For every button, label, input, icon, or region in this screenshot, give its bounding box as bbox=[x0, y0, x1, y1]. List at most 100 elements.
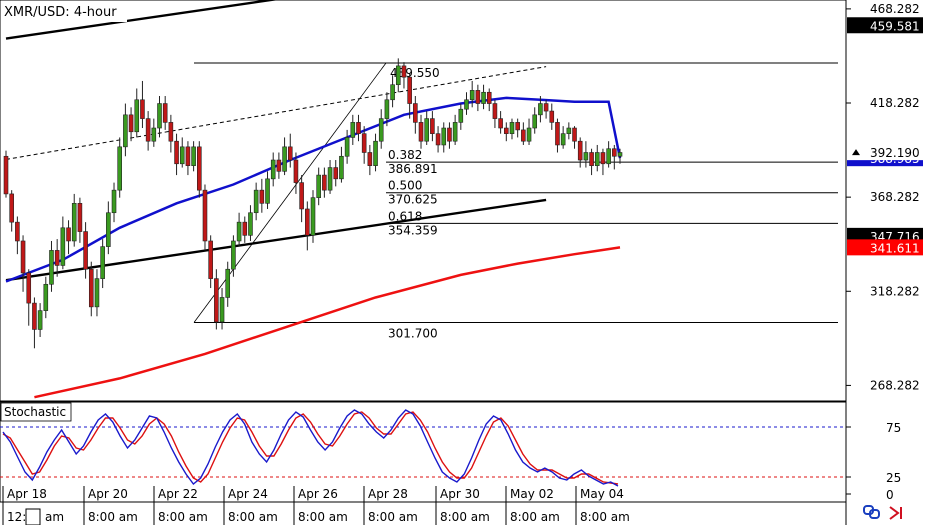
candle-body bbox=[37, 310, 43, 330]
fib-price-label: 386.891 bbox=[388, 162, 438, 176]
candle-body bbox=[418, 122, 424, 142]
candle-body bbox=[384, 99, 390, 119]
time-label: 8:00 am bbox=[510, 510, 560, 524]
candle-body bbox=[219, 297, 225, 323]
candle-body bbox=[54, 250, 60, 266]
fib-ratio-label: 0.382 bbox=[388, 148, 422, 162]
candle-body bbox=[77, 203, 83, 232]
candle-body bbox=[339, 155, 344, 180]
candle-body bbox=[447, 127, 452, 142]
scroll-right-icon[interactable] bbox=[889, 506, 902, 520]
time-label: 8:00 am bbox=[88, 510, 138, 524]
link-icon[interactable] bbox=[863, 505, 880, 519]
fib-price-label: 354.359 bbox=[388, 223, 438, 237]
price-axis: 268.282 318.282 368.282 418.282 468.282 459.5… bbox=[846, 2, 923, 392]
time-label: 8:00 am bbox=[368, 510, 418, 524]
price-tick-label: 268.282 bbox=[870, 378, 920, 392]
sma-red-line bbox=[34, 246, 621, 399]
candle-body bbox=[293, 159, 299, 183]
candle-body bbox=[560, 133, 566, 146]
stochastic-label: Stochastic bbox=[4, 405, 66, 419]
candle-body bbox=[395, 65, 401, 86]
candle-body bbox=[191, 146, 196, 166]
candle-body bbox=[594, 152, 600, 166]
candle-body bbox=[401, 65, 407, 78]
time-label-trailing: am bbox=[45, 510, 64, 524]
time-label: 8:00 am bbox=[158, 510, 208, 524]
candle-body bbox=[208, 240, 213, 279]
candle-body bbox=[305, 208, 310, 236]
candle-body bbox=[333, 167, 339, 180]
upper-channel-tag-bg bbox=[847, 17, 923, 34]
candle-body bbox=[20, 240, 26, 274]
candle-body bbox=[504, 127, 509, 134]
candle-body bbox=[538, 103, 543, 116]
candle-body bbox=[430, 118, 435, 134]
date-label: Apr 18 bbox=[7, 487, 47, 501]
upper-channel-tag: 459.581 bbox=[870, 19, 920, 33]
candle-body bbox=[49, 250, 54, 285]
candle-body bbox=[248, 212, 253, 236]
candle-body bbox=[435, 133, 441, 146]
time-label: 8:00 am bbox=[580, 510, 630, 524]
candle-body bbox=[458, 108, 464, 123]
candle-body bbox=[378, 118, 384, 142]
candle-body bbox=[253, 189, 259, 214]
candle-body bbox=[543, 103, 549, 112]
time-axis: Apr 18 12: Apr 20 8:00 am Apr 22 8:00 am Apr 2… bbox=[2, 486, 630, 526]
date-label: Apr 28 bbox=[368, 487, 408, 501]
candle-body bbox=[83, 231, 88, 270]
candle-body bbox=[185, 146, 191, 166]
stoch-tick-label: 75 bbox=[886, 421, 901, 435]
candle-body bbox=[9, 193, 14, 223]
candle-body bbox=[276, 159, 282, 172]
candle-body bbox=[509, 122, 515, 134]
candle-body bbox=[515, 122, 520, 131]
candle-body bbox=[310, 197, 316, 236]
candle-body bbox=[600, 152, 606, 165]
price-tick-label: 318.282 bbox=[870, 284, 920, 298]
candle-body bbox=[464, 99, 469, 110]
candle-body bbox=[162, 103, 168, 123]
candle-body bbox=[521, 129, 526, 142]
candle-body bbox=[452, 122, 458, 142]
candle-body bbox=[566, 127, 572, 134]
date-label: May 04 bbox=[580, 487, 624, 501]
candle-body bbox=[549, 110, 555, 123]
candle-body bbox=[3, 155, 9, 195]
candle-body bbox=[356, 122, 361, 134]
time-label: 8:00 am bbox=[440, 510, 490, 524]
candle-body bbox=[140, 99, 145, 119]
candle-body bbox=[617, 152, 623, 157]
candle-body bbox=[32, 302, 37, 330]
candle-body bbox=[179, 146, 185, 165]
time-label: 12: bbox=[7, 510, 26, 524]
candle-body bbox=[15, 221, 20, 242]
stoch-tick-label: 25 bbox=[886, 471, 901, 485]
current-price-tag-bg bbox=[847, 144, 923, 161]
stoch-k-line bbox=[2, 409, 619, 487]
stochastic-label-box bbox=[0, 402, 72, 422]
candle-body bbox=[606, 148, 611, 165]
candle-body bbox=[373, 140, 378, 166]
sma-blue-line bbox=[5, 96, 622, 283]
time-label: 8:00 am bbox=[228, 510, 278, 524]
candle-body bbox=[322, 174, 327, 191]
candle-body bbox=[231, 240, 236, 270]
candle-body bbox=[100, 246, 105, 279]
candle-body bbox=[197, 146, 202, 191]
candle-body bbox=[145, 118, 151, 142]
candle-body bbox=[572, 127, 577, 142]
candle-body bbox=[174, 140, 179, 165]
candle-body bbox=[424, 118, 429, 142]
candle-body bbox=[134, 99, 140, 133]
candle-body bbox=[43, 283, 49, 311]
candle-body bbox=[526, 127, 532, 142]
candle-body bbox=[242, 221, 248, 236]
candle-body bbox=[555, 122, 560, 146]
candle-body bbox=[225, 268, 231, 298]
candle-body bbox=[88, 268, 94, 308]
main-price-series: 439.550301.7000.382386.8910.500370.6250.… bbox=[3, 0, 838, 399]
